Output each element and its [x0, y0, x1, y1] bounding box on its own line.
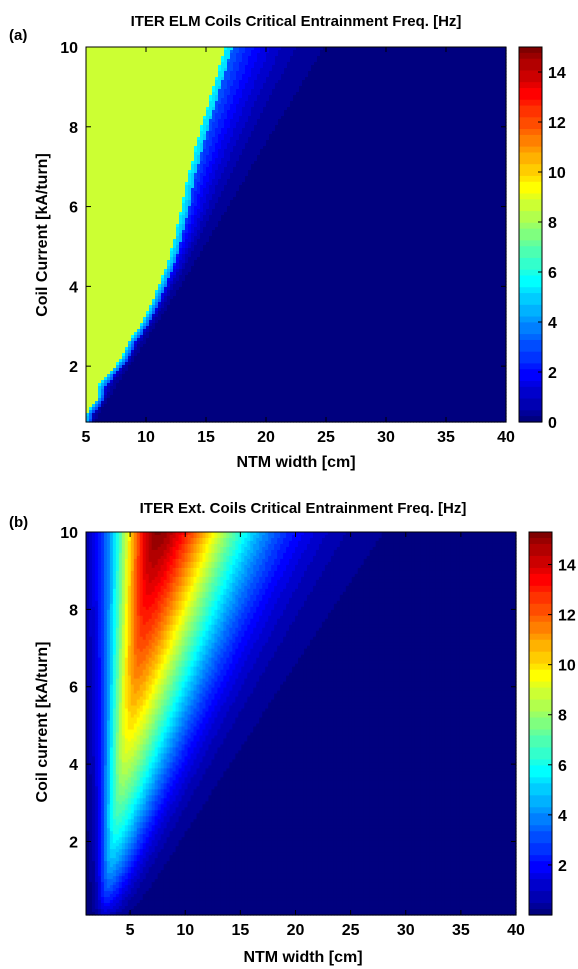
- panel-a-heatmap: [86, 47, 507, 423]
- panel-a: (a) ITER ELM Coils Critical Entrainment …: [9, 13, 566, 471]
- panel-a-label: (a): [9, 27, 27, 44]
- panel-a-title: ITER ELM Coils Critical Entrainment Freq…: [131, 13, 462, 30]
